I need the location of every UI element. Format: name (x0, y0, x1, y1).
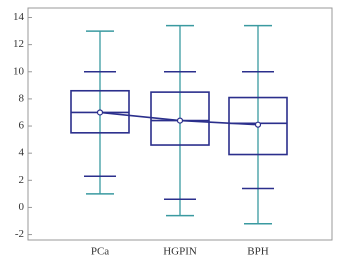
y-tick-label: 12 (13, 38, 24, 50)
mean-marker (176, 117, 184, 124)
y-tick-label: 4 (19, 147, 25, 159)
y-tick-label: 2 (19, 174, 25, 186)
y-tick-label: 8 (19, 92, 25, 104)
box (228, 96, 288, 156)
y-tick-label: 6 (19, 120, 25, 132)
plot-frame (27, 7, 333, 241)
mean-marker (254, 121, 262, 128)
x-tick-label: BPH (247, 246, 268, 258)
box (150, 91, 210, 146)
x-tick-label: PCa (91, 246, 109, 258)
y-tick-label: 10 (13, 65, 25, 77)
mean-marker (96, 109, 104, 116)
y-tick-label: 14 (13, 11, 25, 23)
y-tick-label: 0 (19, 201, 25, 213)
y-tick-label: -2 (15, 228, 24, 240)
x-tick-label: HGPIN (163, 246, 197, 258)
